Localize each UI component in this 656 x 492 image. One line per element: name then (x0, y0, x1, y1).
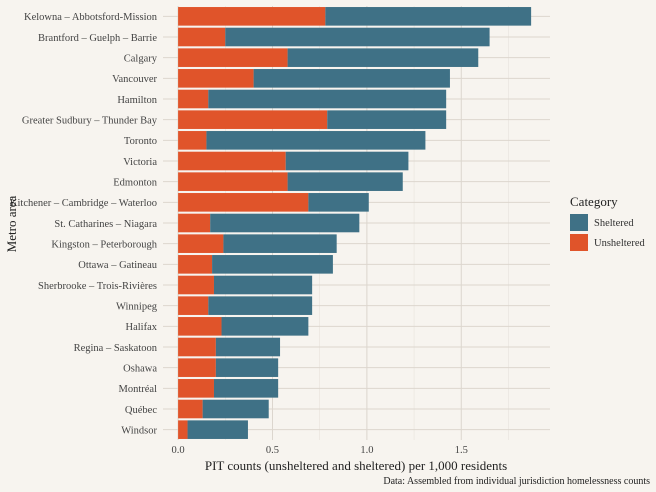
y-tick-label: Victoria (123, 157, 157, 168)
bar-sheltered (210, 213, 360, 233)
bar-unsheltered (178, 255, 213, 274)
bar-unsheltered (178, 420, 188, 439)
y-tick-label: Montréal (119, 384, 158, 395)
legend: Category Sheltered Unsheltered (570, 194, 645, 251)
bar-sheltered (285, 151, 409, 171)
bar-unsheltered (178, 213, 211, 233)
bar-sheltered (206, 131, 426, 150)
bar-sheltered (225, 27, 490, 47)
bar-sheltered (287, 48, 479, 67)
bar-sheltered (215, 358, 279, 377)
y-tick-label: Kingston – Peterborough (51, 239, 157, 250)
x-tick-label: 1.0 (360, 445, 373, 456)
bar-sheltered (287, 172, 403, 191)
y-tick-label: Calgary (124, 53, 158, 64)
bar-unsheltered (178, 275, 214, 295)
y-tick-label: Kitchener – Cambridge – Waterloo (10, 198, 157, 209)
legend-title: Category (570, 194, 618, 209)
y-tick-label: Regina – Saskatoon (74, 343, 158, 354)
y-tick-label: Hamilton (117, 95, 157, 106)
bar-sheltered (208, 89, 447, 109)
x-tick-label: 0.5 (266, 445, 279, 456)
y-tick-label: Toronto (124, 136, 157, 147)
bar-unsheltered (178, 296, 209, 315)
bar-unsheltered (178, 358, 216, 377)
bar-unsheltered (178, 89, 209, 109)
bar-sheltered (187, 420, 248, 439)
bar-sheltered (325, 7, 532, 26)
y-axis-title: Metro area (4, 195, 19, 252)
y-tick-label: Brantford – Guelph – Barrie (38, 33, 157, 44)
bar-sheltered (253, 69, 450, 88)
bar-sheltered (202, 399, 269, 419)
bar-unsheltered (178, 69, 254, 88)
bar-sheltered (221, 317, 309, 336)
bar-sheltered (213, 379, 279, 398)
bar-unsheltered (178, 193, 309, 212)
y-tick-label: Greater Sudbury – Thunder Bay (22, 115, 158, 126)
legend-label-unsheltered: Unsheltered (594, 238, 645, 249)
bar-sheltered (327, 110, 447, 129)
x-tick-label: 0.0 (172, 445, 185, 456)
bar-unsheltered (178, 234, 224, 253)
y-tick-label: Halifax (126, 322, 158, 333)
bar-unsheltered (178, 379, 214, 398)
y-tick-label: Ottawa – Gatineau (78, 260, 157, 271)
bar-unsheltered (178, 399, 203, 419)
bar-unsheltered (178, 110, 328, 129)
x-tick-label: 1.5 (455, 445, 468, 456)
bar-unsheltered (178, 317, 222, 336)
y-tick-label: Québec (125, 405, 157, 416)
bar-unsheltered (178, 337, 216, 357)
bar-unsheltered (178, 151, 286, 171)
bar-sheltered (208, 296, 313, 315)
caption: Data: Assembled from individual jurisdic… (383, 476, 650, 487)
y-tick-labels: Kelowna – Abbotsford-Mission Brantford – … (10, 12, 158, 436)
bars (178, 7, 532, 439)
x-tick-labels: 0.0 0.5 1.0 1.5 (172, 445, 468, 456)
y-tick-label: Kelowna – Abbotsford-Mission (24, 12, 158, 23)
y-tick-label: Sherbrooke – Trois-Rivières (38, 281, 157, 292)
legend-swatch-unsheltered (570, 234, 588, 251)
legend-swatch-sheltered (570, 214, 588, 231)
legend-label-sheltered: Sheltered (594, 218, 634, 229)
y-tick-label: Windsor (121, 425, 157, 436)
x-axis-title: PIT counts (unsheltered and sheltered) p… (205, 458, 507, 473)
y-tick-label: Oshawa (123, 363, 157, 374)
y-tick-label: St. Catharines – Niagara (54, 219, 157, 230)
bar-sheltered (212, 255, 333, 274)
y-tick-label: Vancouver (112, 74, 157, 85)
bar-unsheltered (178, 27, 226, 47)
bar-unsheltered (178, 48, 288, 67)
bar-sheltered (308, 193, 369, 212)
bar-sheltered (213, 275, 313, 295)
bar-unsheltered (178, 131, 207, 150)
bar-unsheltered (178, 7, 326, 26)
bar-sheltered (215, 337, 281, 357)
y-tick-label: Edmonton (113, 177, 157, 188)
y-tick-label: Winnipeg (116, 301, 158, 312)
bar-unsheltered (178, 172, 288, 191)
bar-sheltered (223, 234, 337, 253)
